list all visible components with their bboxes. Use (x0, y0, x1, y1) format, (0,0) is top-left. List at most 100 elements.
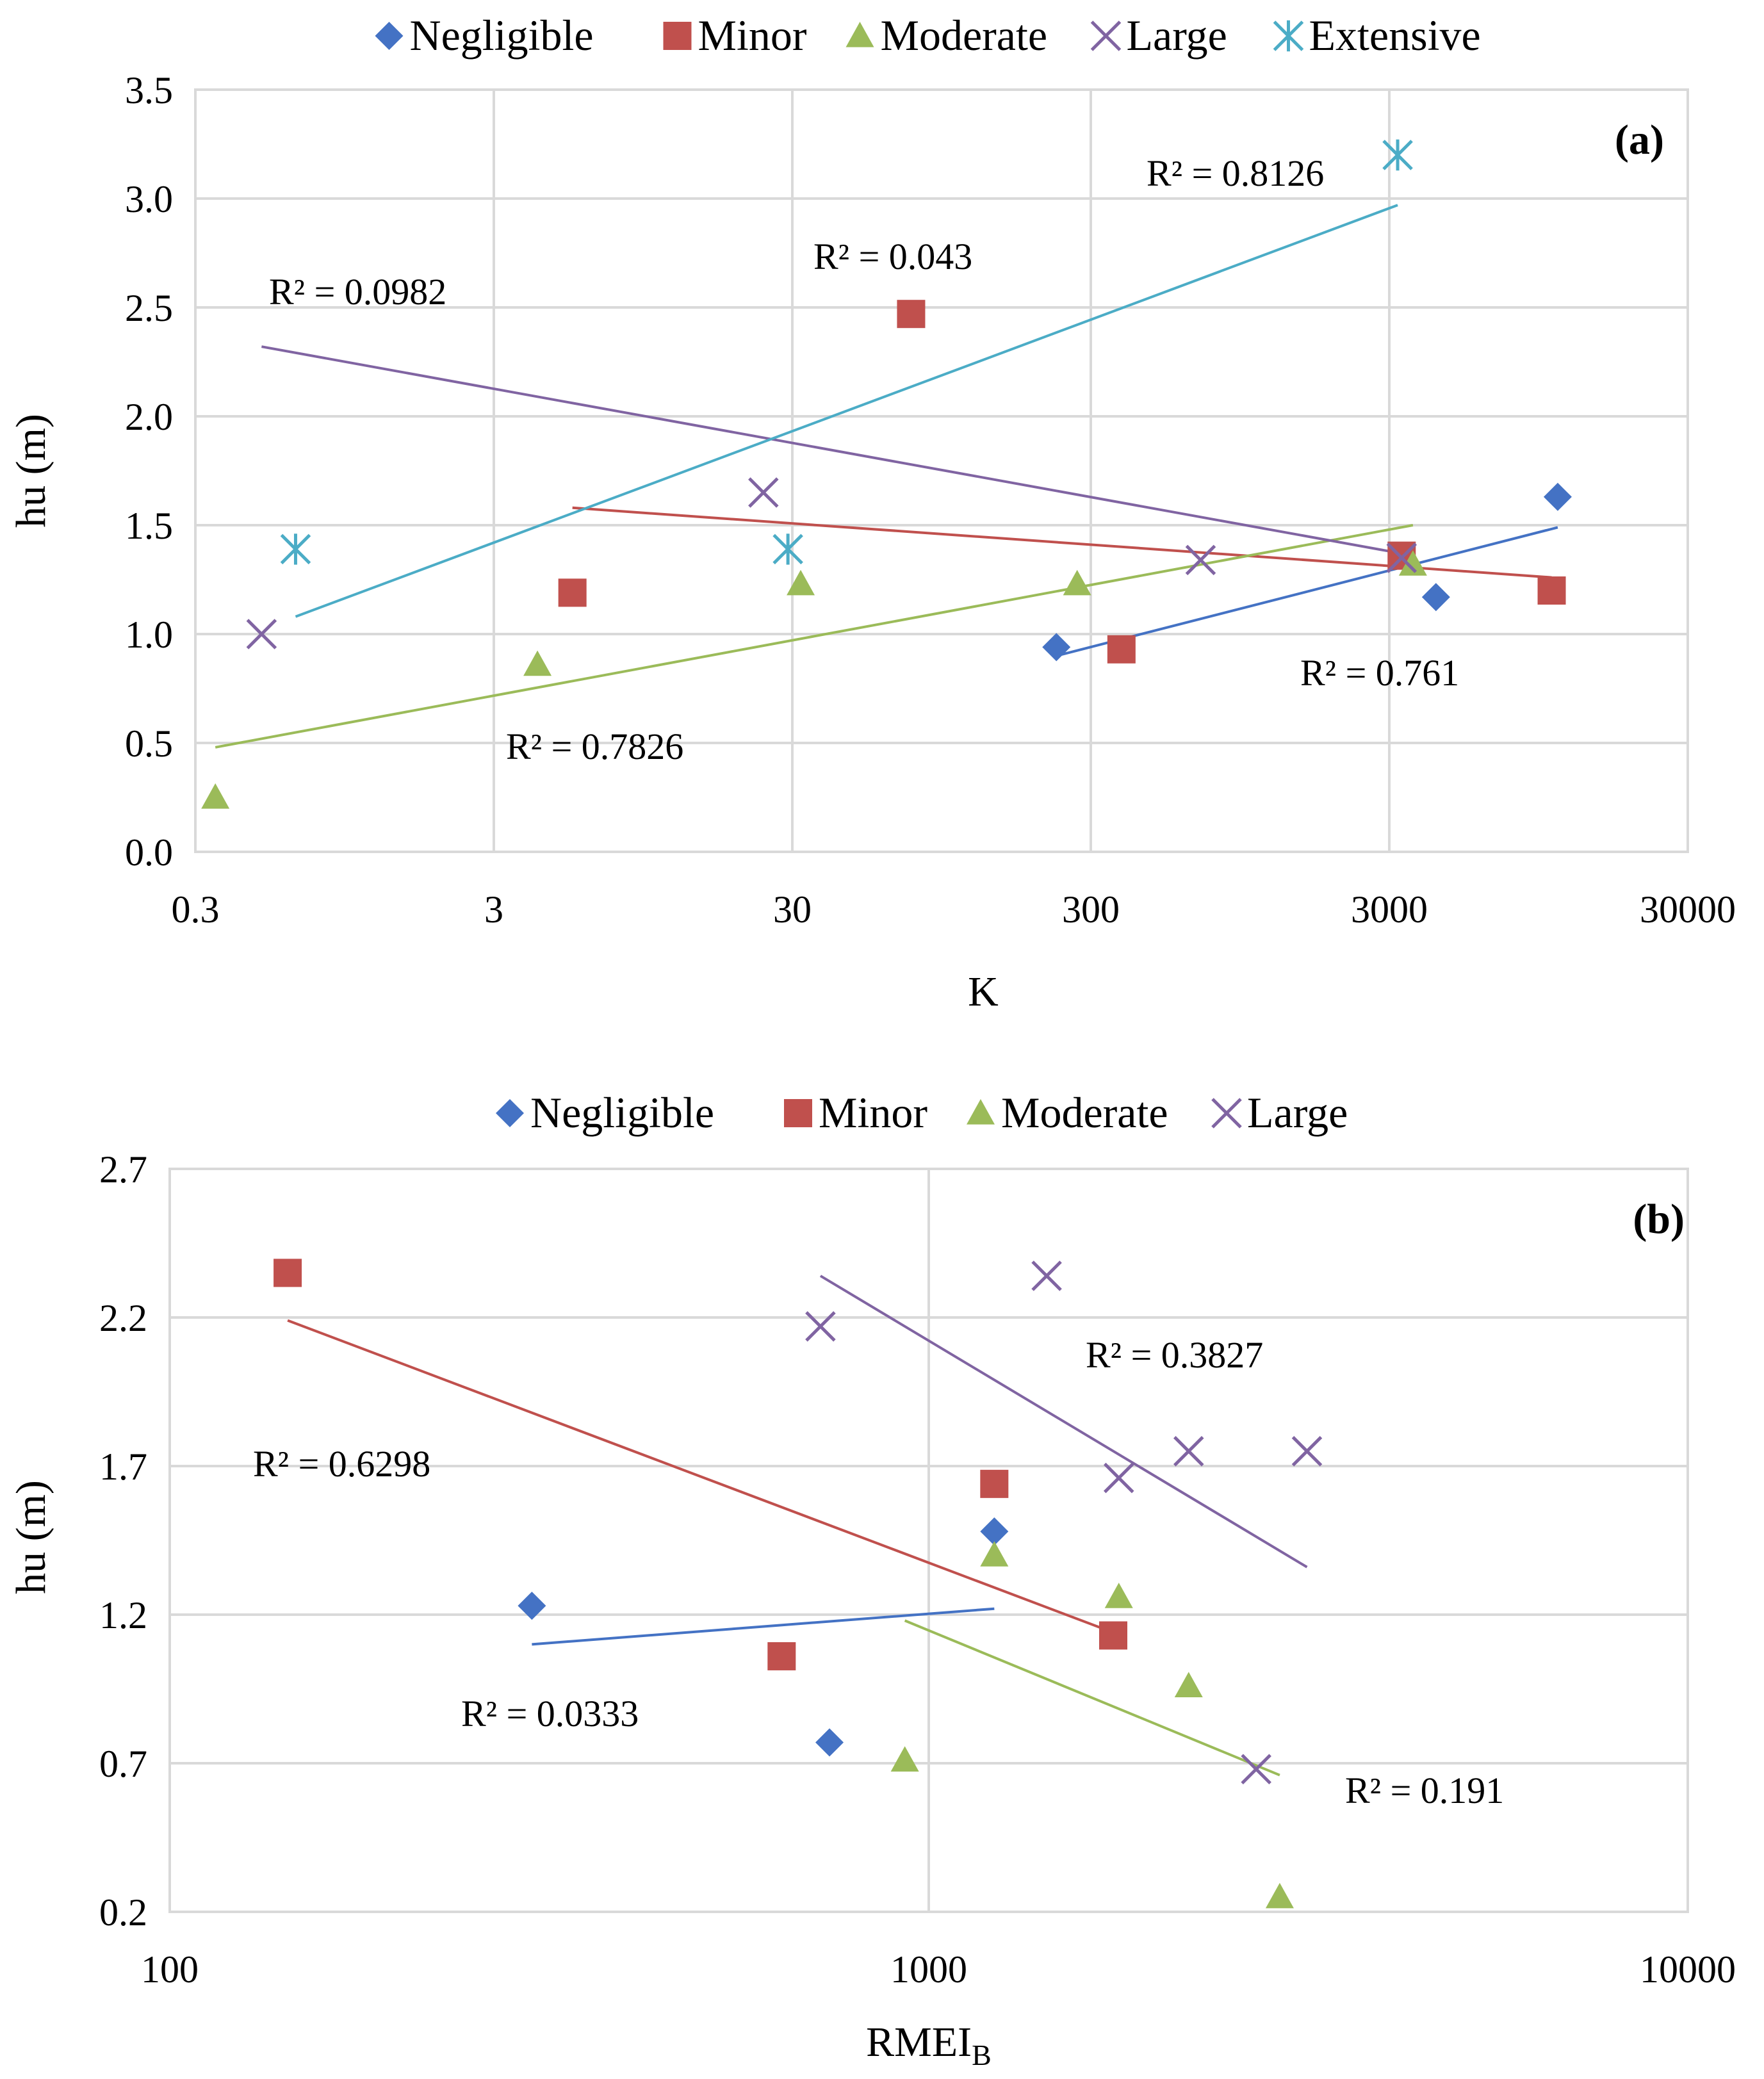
data-point-negligible-2 (1421, 583, 1450, 612)
legend-marker-minor (784, 1099, 812, 1127)
legend-marker-moderate (967, 1099, 995, 1125)
data-point-moderate-2 (523, 650, 552, 676)
y-tick-label: 2.7 (99, 1148, 147, 1191)
data-point-negligible-1 (518, 1592, 546, 1620)
panel-label-b: (b) (1633, 1196, 1685, 1243)
y-tick-label: 3.5 (125, 69, 173, 111)
legend-label-large: Large (1127, 11, 1227, 60)
legend-marker-large (1090, 20, 1122, 51)
y-tick-label: 0.0 (125, 831, 173, 874)
y-tick-label: 1.2 (99, 1594, 147, 1636)
y-tick-labels-a: 0.0 0.5 1.0 1.5 2.0 2.5 3.0 3.5 (125, 69, 173, 874)
legend-label-negligible: Negligible (530, 1088, 714, 1137)
data-points-a (201, 139, 1572, 809)
data-point-large-5 (1241, 1754, 1271, 1785)
data-point-negligible-3 (980, 1517, 1009, 1546)
chart-panel-a: Negligible Minor Moderate Large Extensive 0.… (8, 11, 1736, 1015)
r2-label-large-a: R² = 0.0982 (269, 271, 446, 313)
x-tick-label: 10000 (1640, 1948, 1736, 1991)
x-axis-title-a: K (968, 968, 999, 1015)
data-point-large-1 (246, 619, 277, 649)
data-point-negligible-3 (1543, 482, 1572, 511)
panel-label-a: (a) (1615, 117, 1664, 163)
data-point-large-6 (1291, 1436, 1323, 1467)
x-tick-label: 0.3 (172, 888, 220, 931)
r2-label-negligible-a: R² = 0.761 (1300, 652, 1459, 694)
r2-label-minor-a: R² = 0.043 (813, 236, 972, 277)
data-point-moderate-4 (1174, 1672, 1203, 1697)
legend-marker-negligible (375, 22, 404, 50)
y-tick-label: 2.2 (99, 1297, 147, 1339)
legend-marker-negligible (496, 1099, 524, 1127)
y-tick-label: 1.7 (99, 1446, 147, 1488)
y-tick-label: 0.2 (99, 1891, 147, 1934)
x-tick-label: 1000 (890, 1948, 967, 1991)
x-tick-label: 3000 (1351, 888, 1428, 931)
y-axis-title-a: hu (m) (8, 414, 54, 528)
x-tick-label: 300 (1062, 888, 1120, 931)
data-point-large-4 (1386, 542, 1417, 573)
legend-label-extensive: Extensive (1309, 11, 1481, 60)
r2-label-negligible-b: R² = 0.0333 (461, 1693, 639, 1734)
legend-marker-minor (663, 22, 692, 50)
data-point-moderate-5 (1265, 1882, 1294, 1909)
data-point-minor-2 (767, 1642, 796, 1670)
legend-label-minor: Minor (698, 11, 807, 60)
data-point-minor-4 (1099, 1621, 1128, 1650)
data-point-moderate-5 (1398, 550, 1427, 576)
trendlines-a (215, 204, 1558, 749)
data-point-moderate-1 (890, 1746, 919, 1772)
x-tick-labels-a: 0.3 3 30 300 3000 30000 (172, 888, 1736, 931)
trendline-large (261, 345, 1402, 555)
data-point-extensive-1 (280, 534, 311, 565)
data-point-negligible-1 (1042, 633, 1071, 662)
legend-label-moderate: Moderate (1001, 1088, 1168, 1137)
legend-label-negligible: Negligible (410, 11, 594, 60)
r2-label-extensive-a: R² = 0.8126 (1147, 152, 1324, 194)
y-tick-label: 1.0 (125, 614, 173, 656)
x-tick-label: 100 (141, 1948, 199, 1991)
trendline-moderate (215, 524, 1414, 749)
chart-panel-b: Negligible Minor Moderate Large 100 1000 1000… (8, 1088, 1736, 2071)
trendline-large (819, 1275, 1308, 1569)
y-axis-title-b: hu (m) (8, 1480, 54, 1594)
legend-marker-large (1211, 1098, 1242, 1129)
r2-label-moderate-a: R² = 0.7826 (506, 726, 683, 767)
y-tick-label: 2.0 (125, 396, 173, 438)
data-point-extensive-2 (772, 534, 803, 565)
data-point-minor-3 (1107, 635, 1136, 664)
y-tick-label: 2.5 (125, 287, 173, 329)
legend-a: Negligible Minor Moderate Large Extensive (375, 11, 1481, 60)
r2-label-minor-b: R² = 0.6298 (253, 1443, 430, 1485)
legend-label-moderate: Moderate (881, 11, 1048, 60)
r2-annotations-a: R² = 0.761 R² = 0.043 R² = 0.7826 R² = 0… (269, 152, 1459, 767)
legend-label-large: Large (1247, 1088, 1348, 1137)
x-axis-title-sub-b: B (972, 2039, 992, 2071)
x-tick-label: 30000 (1640, 888, 1736, 931)
r2-annotations-b: R² = 0.0333 R² = 0.6298 R² = 0.191 R² = … (253, 1334, 1504, 1811)
data-point-extensive-3 (1382, 139, 1413, 171)
x-tick-labels-b: 100 1000 10000 (141, 1948, 1736, 1991)
trendline-negligible (532, 1607, 995, 1646)
data-point-minor-1 (558, 578, 587, 607)
x-tick-label: 3 (484, 888, 503, 931)
data-points-b (274, 1259, 1323, 1909)
trendline-moderate (904, 1619, 1280, 1777)
data-point-large-2 (748, 477, 779, 508)
data-point-moderate-1 (201, 783, 230, 809)
x-tick-label: 30 (773, 888, 812, 931)
y-tick-label: 0.5 (125, 722, 173, 765)
r2-label-large-b: R² = 0.3827 (1086, 1334, 1263, 1376)
legend-label-minor: Minor (819, 1088, 927, 1137)
gridlines-a (194, 88, 1689, 853)
y-tick-label: 3.0 (125, 178, 173, 220)
trendline-extensive (295, 204, 1398, 618)
data-point-moderate-3 (1104, 1583, 1133, 1608)
data-point-large-1 (805, 1311, 836, 1342)
data-point-minor-3 (980, 1469, 1009, 1498)
data-point-large-3 (1185, 544, 1216, 576)
trendline-minor (287, 1319, 1114, 1634)
data-point-large-3 (1103, 1462, 1134, 1494)
data-point-minor-2 (897, 300, 926, 329)
